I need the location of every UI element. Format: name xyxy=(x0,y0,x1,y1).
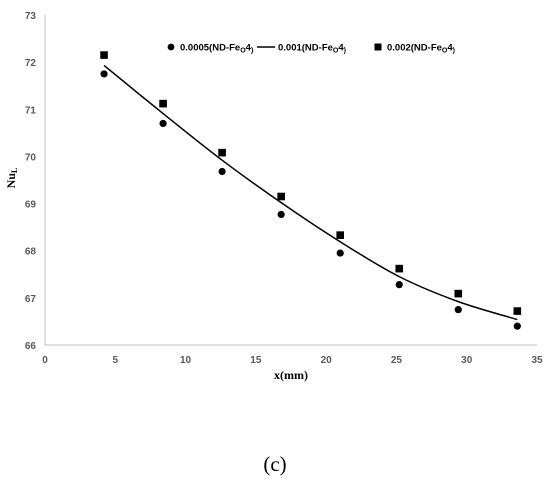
x-tick-label: 15 xyxy=(250,355,262,366)
legend-label: 0.001(ND-FeO4) xyxy=(278,43,346,55)
x-tick-label: 10 xyxy=(180,355,192,366)
data-point-circle xyxy=(513,322,521,330)
x-tick-label: 20 xyxy=(321,355,333,366)
legend-label: 0.002(ND-FeO4) xyxy=(387,43,455,55)
x-tick-label: 30 xyxy=(461,355,473,366)
y-tick-label: 67 xyxy=(25,294,37,305)
plot-marks xyxy=(100,51,522,330)
data-point-circle xyxy=(159,119,167,128)
y-tick-label: 66 xyxy=(25,341,37,352)
data-point-square xyxy=(218,148,226,157)
y-tick-label: 72 xyxy=(25,58,37,69)
legend-marker-square xyxy=(374,43,382,51)
data-point-circle xyxy=(100,70,108,78)
data-point-circle xyxy=(277,210,285,219)
data-point-square xyxy=(336,231,344,239)
x-tick-labels: 0 5 10 15 20 25 30 35 xyxy=(42,355,543,366)
y-tick-label: 73 xyxy=(25,11,37,22)
x-tick-label: 0 xyxy=(42,355,48,366)
data-point-square xyxy=(395,264,404,273)
data-point-circle xyxy=(218,167,226,176)
data-point-square xyxy=(277,192,285,201)
legend-marker-circle xyxy=(167,43,175,51)
y-tick-label: 71 xyxy=(25,105,37,116)
x-tick-label: 5 xyxy=(113,355,119,366)
data-point-square xyxy=(159,99,167,108)
x-tick-label: 35 xyxy=(531,355,543,366)
data-point-circle xyxy=(395,281,403,289)
y-tick-label: 68 xyxy=(25,247,37,258)
data-point-circle xyxy=(336,249,344,257)
legend: 0.0005(ND-FeO4) 0.001(ND-FeO4) 0.002(ND-Fe… xyxy=(167,43,455,55)
legend-label: 0.0005(ND-FeO4) xyxy=(180,43,253,55)
data-point-square xyxy=(513,307,522,315)
data-point-square xyxy=(100,51,108,59)
y-tick-labels: 66 67 68 69 70 71 72 73 xyxy=(25,11,37,352)
y-axis-label: NuL xyxy=(4,168,19,189)
y-tick-label: 69 xyxy=(25,200,37,211)
axes xyxy=(44,15,537,346)
x-axis-label: x(mm) xyxy=(274,368,308,382)
data-point-square xyxy=(454,289,463,298)
y-tick-label: 70 xyxy=(25,152,37,163)
chart-area: 0 5 10 15 20 25 30 35 66 67 68 69 70 71 72 73 0.0005(N… xyxy=(4,11,543,382)
series-line-0-001 xyxy=(103,64,518,321)
figure-caption: (c) xyxy=(263,452,287,476)
x-tick-label: 25 xyxy=(391,355,403,366)
data-point-circle xyxy=(454,306,462,314)
